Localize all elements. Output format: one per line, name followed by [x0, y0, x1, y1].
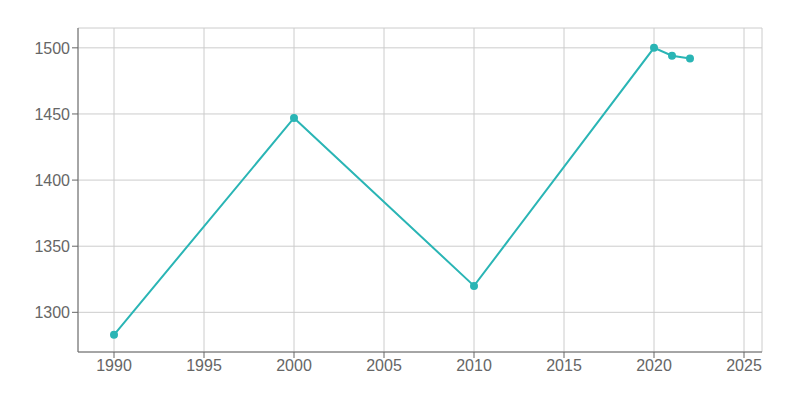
svg-text:2025: 2025 — [726, 357, 762, 374]
svg-text:2020: 2020 — [636, 357, 672, 374]
svg-text:1500: 1500 — [34, 40, 70, 57]
svg-text:1995: 1995 — [186, 357, 222, 374]
svg-text:1990: 1990 — [96, 357, 132, 374]
svg-text:2010: 2010 — [456, 357, 492, 374]
svg-text:1450: 1450 — [34, 106, 70, 123]
svg-text:1300: 1300 — [34, 304, 70, 321]
svg-text:2015: 2015 — [546, 357, 582, 374]
svg-text:2005: 2005 — [366, 357, 402, 374]
svg-text:2000: 2000 — [276, 357, 312, 374]
svg-text:1350: 1350 — [34, 238, 70, 255]
svg-text:1400: 1400 — [34, 172, 70, 189]
